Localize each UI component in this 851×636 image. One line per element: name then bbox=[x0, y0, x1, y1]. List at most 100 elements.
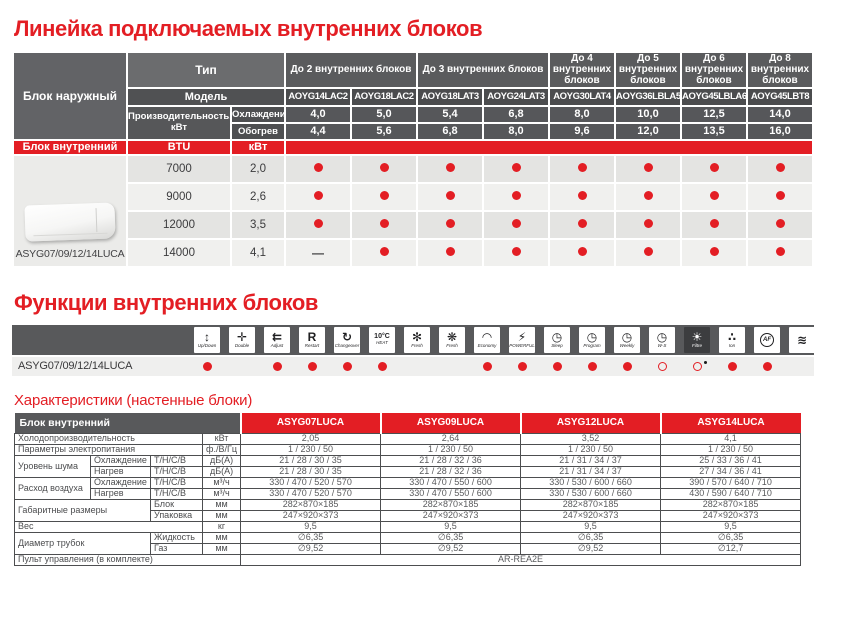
spec-unit-cell: дБ(А) bbox=[201, 455, 242, 468]
spec-value-cell: 330 / 470 / 520 / 570 bbox=[240, 477, 382, 490]
functions-icons: ↕ Up/Down ✛ Double ⇇ Adjust R Restart ↻ Changeove… bbox=[194, 326, 815, 353]
group-header: До 5 внутренних блоков bbox=[616, 53, 680, 87]
heat-10c-icon-label: HEAT bbox=[376, 340, 388, 346]
btu-value: 14000 bbox=[128, 239, 230, 266]
availability-cell bbox=[550, 239, 614, 266]
availability-cell bbox=[748, 155, 812, 182]
availability-cell bbox=[748, 239, 812, 266]
availability-dot bbox=[445, 218, 455, 228]
cooling-capacity-cell: 14,0 bbox=[748, 106, 812, 122]
economy-icon: ◠ Economy bbox=[474, 326, 500, 353]
powerful-icon: ⚡ POWERFUL bbox=[509, 326, 535, 353]
spec-value-cell: 330 / 470 / 520 / 570 bbox=[240, 488, 382, 501]
function-availability bbox=[264, 357, 290, 376]
spec-unit-cell: м³/ч bbox=[201, 477, 242, 490]
availability-dot bbox=[643, 162, 653, 172]
functions-dots bbox=[194, 357, 815, 376]
ws-timer-icon-label: W-S bbox=[657, 342, 667, 348]
spec-value-cell: 27 / 34 / 36 / 41 bbox=[660, 466, 802, 479]
availability-cell bbox=[286, 211, 350, 238]
filter-icon: ☀ Filtre bbox=[684, 326, 710, 353]
cooling-capacity-cell: 4,0 bbox=[286, 106, 350, 122]
filled-dot bbox=[727, 361, 737, 371]
outdoor-model-cell: AOYG30LAT4 bbox=[550, 88, 614, 105]
availability-cell bbox=[418, 239, 482, 266]
availability-dot bbox=[379, 246, 389, 256]
ion-icon-glyph: ∴ bbox=[727, 329, 737, 344]
kw-label: кВт bbox=[232, 140, 284, 154]
spec-value-cell: 247×920×373 bbox=[660, 510, 802, 523]
availability-cell bbox=[550, 211, 614, 238]
group-header: До 4 внутренних блоков bbox=[550, 53, 614, 87]
function-availability bbox=[334, 357, 360, 376]
filled-dot bbox=[482, 361, 492, 371]
heating-capacity-cell: 9,6 bbox=[550, 123, 614, 139]
spec-value-cell: 282×870×185 bbox=[660, 499, 802, 512]
availability-cell bbox=[682, 155, 746, 182]
spec-value-cell: 21 / 31 / 34 / 37 bbox=[520, 455, 662, 468]
heat-10c-icon-glyph: 10°C bbox=[374, 333, 390, 341]
btu-value: 9000 bbox=[128, 183, 230, 210]
spec-value-cell: ∅9,52 bbox=[240, 543, 382, 556]
economy-icon-glyph: ◠ bbox=[482, 329, 492, 344]
lineup-title: Линейка подключаемых внутренних блоков bbox=[14, 16, 483, 41]
filled-dot bbox=[587, 361, 597, 371]
spec-value-cell: 9,5 bbox=[240, 521, 382, 534]
heating-row: Обогрев 4,4 5,6 6,8 8,0 9,6 12,0 13,5 16,0 bbox=[14, 123, 812, 139]
weekly-timer-icon: ◷ Weekly bbox=[614, 326, 640, 353]
weekly-timer-icon-label: Weekly bbox=[619, 342, 635, 348]
cooling-capacity-cell: 10,0 bbox=[616, 106, 680, 122]
hollow-dot bbox=[657, 361, 667, 371]
spec-value-cell: 21 / 31 / 34 / 37 bbox=[520, 466, 662, 479]
spec-unit-cell: мм bbox=[201, 532, 242, 545]
sleep-timer-icon-glyph: ◷ bbox=[551, 329, 563, 344]
spec-label-cell: Диаметр трубок bbox=[14, 532, 151, 556]
program-timer-icon-label: Program bbox=[583, 342, 601, 348]
availability-cell bbox=[352, 155, 416, 182]
spec-unit-cell: кг bbox=[201, 521, 242, 534]
spec-model-header: ASYG09LUCA bbox=[379, 412, 521, 434]
spec-unit-cell: мм bbox=[201, 499, 242, 512]
spec-label-cell: Т/Н/С/В bbox=[150, 488, 203, 501]
kw-value: 2,0 bbox=[232, 155, 284, 182]
heating-label: Обогрев bbox=[232, 123, 284, 139]
spec-row: Холодопроизводительность кВт 2,05 2,64 3,52 4… bbox=[14, 433, 802, 446]
spec-value-cell: 9,5 bbox=[660, 521, 802, 534]
availability-cell bbox=[550, 155, 614, 182]
sleep-timer-icon: ◷ Sleep bbox=[544, 326, 570, 353]
spec-label-cell: Пульт управления (в комплекте) bbox=[13, 554, 242, 567]
availability-dot bbox=[775, 246, 785, 256]
powerful-icon-glyph: ⚡ bbox=[517, 329, 527, 344]
availability-dot bbox=[577, 246, 587, 256]
availability-dot bbox=[577, 162, 587, 172]
specs-table: Блок внутренний ASYG07LUCA ASYG09LUCA ASYG… bbox=[13, 412, 802, 567]
spec-label-cell: Газ bbox=[150, 543, 203, 556]
heating-capacity-cell: 4,4 bbox=[286, 123, 350, 139]
function-availability bbox=[789, 357, 815, 376]
quiet-fan-icon: ✻ Fresh bbox=[404, 326, 430, 353]
availability-cell bbox=[352, 211, 416, 238]
availability-dot bbox=[313, 218, 323, 228]
spec-value-cell: 3,52 bbox=[520, 433, 662, 446]
filled-dot bbox=[202, 361, 212, 371]
availability-cell bbox=[748, 211, 812, 238]
spec-value-cell: 282×870×185 bbox=[380, 499, 522, 512]
function-availability bbox=[649, 357, 675, 376]
spec-label-cell: Параметры электропитания bbox=[14, 444, 203, 457]
double-swing-icon: ✛ Double bbox=[229, 326, 255, 353]
spec-value-cell: 25 / 33 / 36 / 41 bbox=[660, 455, 802, 468]
adjust-airflow-icon: ⇇ Adjust bbox=[264, 326, 290, 353]
function-availability bbox=[754, 357, 780, 376]
spec-label-cell: Охлаждение bbox=[90, 455, 151, 468]
heating-capacity-cell: 13,5 bbox=[682, 123, 746, 139]
filled-dot bbox=[622, 361, 632, 371]
availability-dot bbox=[643, 190, 653, 200]
availability-dot bbox=[511, 162, 521, 172]
spec-value-cell: ∅9,52 bbox=[520, 543, 662, 556]
availability-cell bbox=[484, 239, 548, 266]
quiet-fan-icon-glyph: ✻ bbox=[411, 329, 423, 344]
heating-capacity-cell: 16,0 bbox=[748, 123, 812, 139]
btu-label: BTU bbox=[128, 140, 230, 154]
functions-row-label: ASYG07/09/12/14LUCA bbox=[18, 360, 133, 373]
